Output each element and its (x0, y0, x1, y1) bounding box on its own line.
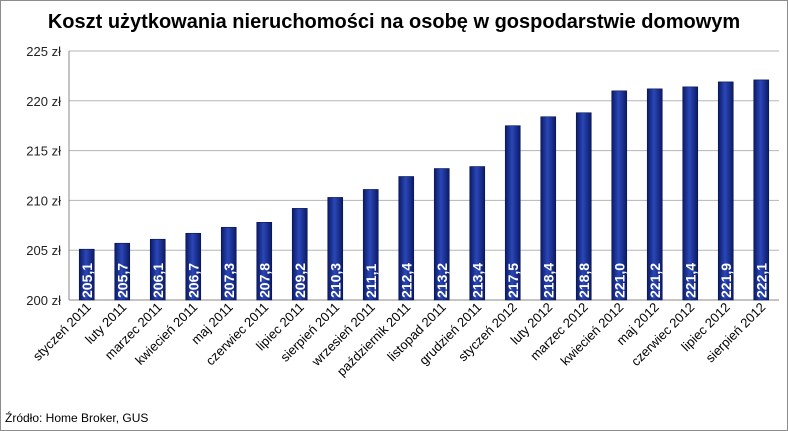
data-label: 213,4 (469, 263, 485, 298)
y-tick-label: 220 zł (26, 94, 61, 109)
source-note: Źródło: Home Broker, GUS (5, 410, 148, 425)
bar (362, 189, 379, 301)
data-label: 222,1 (753, 263, 769, 298)
bar (398, 176, 415, 301)
bar (256, 222, 273, 301)
bars: 205,1 205,7 206,1 206,7 207,3 207,8 209,2 210,3… (78, 79, 770, 301)
data-label: 217,5 (505, 263, 521, 298)
data-label: 207,8 (256, 263, 272, 298)
data-label: 218,4 (540, 263, 556, 298)
x-tick-label: styczeń 2011 (30, 300, 94, 364)
y-tick-label: 225 zł (26, 44, 61, 59)
bar (646, 88, 663, 301)
bar (611, 90, 628, 301)
bar (327, 197, 344, 301)
bar (149, 238, 166, 301)
data-label: 213,2 (434, 263, 450, 298)
bar (504, 125, 521, 301)
bar (753, 79, 770, 301)
data-label: 218,8 (576, 263, 592, 298)
bar (717, 81, 734, 301)
gridlines (69, 50, 779, 301)
y-axis: 200 zł 205 zł 210 zł 215 zł 220 zł 225 zł (26, 44, 779, 308)
data-label: 221,9 (718, 263, 734, 298)
bar (78, 248, 95, 301)
data-label: 209,2 (292, 263, 308, 298)
data-label: 206,7 (185, 263, 201, 298)
bar (540, 116, 557, 301)
chart-title: Koszt użytkowania nieruchomości na osobę… (48, 11, 740, 33)
data-label: 206,1 (150, 263, 166, 298)
data-label: 205,7 (114, 263, 130, 298)
data-label: 221,4 (682, 263, 698, 298)
y-tick-label: 205 zł (26, 243, 61, 258)
data-label: 210,3 (327, 263, 343, 298)
data-label: 221,2 (647, 263, 663, 298)
bar (433, 168, 450, 301)
bar (291, 208, 308, 301)
y-tick-label: 200 zł (26, 293, 61, 308)
bar (185, 232, 202, 301)
bar (114, 242, 131, 301)
bar (220, 226, 237, 301)
data-label: 212,4 (398, 263, 414, 298)
y-tick-label: 210 zł (26, 193, 61, 208)
bar (682, 86, 699, 301)
data-label: 211,1 (363, 264, 379, 298)
y-tick-label: 215 zł (26, 144, 61, 159)
bar (469, 166, 486, 301)
bar (575, 112, 592, 301)
data-label: 205,1 (79, 263, 95, 298)
data-label: 221,0 (611, 263, 627, 298)
data-label: 207,3 (221, 263, 237, 298)
